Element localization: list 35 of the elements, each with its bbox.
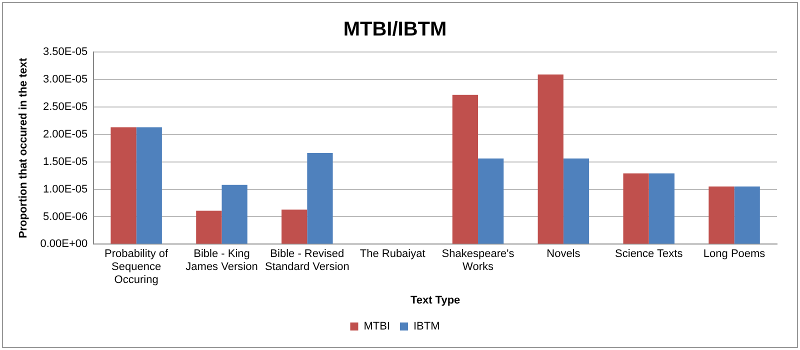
- bar: [110, 127, 136, 244]
- bar: [563, 158, 590, 244]
- bar: [282, 210, 308, 244]
- legend-label: IBTM: [414, 320, 440, 333]
- x-axis-title: Text Type: [410, 294, 460, 306]
- y-axis-title: Proportion that occured in the text: [18, 58, 30, 238]
- bar: [538, 74, 564, 244]
- x-tick-label: Long Poems: [703, 248, 766, 260]
- x-tick-label: The Rubaiyat: [360, 248, 426, 260]
- y-tick-label: 2.00E-05: [42, 128, 88, 140]
- y-tick-label: 5.00E-06: [42, 210, 88, 223]
- x-tick-label: Shakespeare's Works: [442, 248, 515, 274]
- bar: [196, 210, 222, 244]
- bar: [623, 173, 649, 244]
- y-tick-label: 3.50E-05: [42, 46, 88, 58]
- x-tick-label: Bible - King James Version: [186, 248, 258, 274]
- legend-label: MTBI: [364, 320, 390, 333]
- x-tick-label: Bible - Revised Standard Version: [264, 248, 350, 274]
- bar: [478, 158, 504, 244]
- chart-title: MTBI/IBTM: [343, 18, 447, 41]
- x-tick-label: Probability of Sequence Occuring: [104, 248, 170, 286]
- y-tick-label: 3.00E-05: [42, 73, 88, 86]
- bar: [648, 173, 674, 244]
- bar: [452, 94, 478, 244]
- y-tick-label: 1.00E-05: [42, 183, 88, 196]
- y-tick-label: 2.50E-05: [42, 100, 88, 113]
- bar: [307, 153, 333, 244]
- bar: [708, 186, 734, 244]
- bar: [222, 184, 248, 244]
- x-tick-label: Novels: [546, 248, 581, 260]
- x-tick-label: Science Texts: [615, 248, 684, 260]
- bar: [734, 186, 760, 244]
- bar: [136, 127, 162, 244]
- y-tick-label: 1.50E-05: [42, 156, 88, 168]
- y-tick-label: 0.00E+00: [40, 238, 88, 250]
